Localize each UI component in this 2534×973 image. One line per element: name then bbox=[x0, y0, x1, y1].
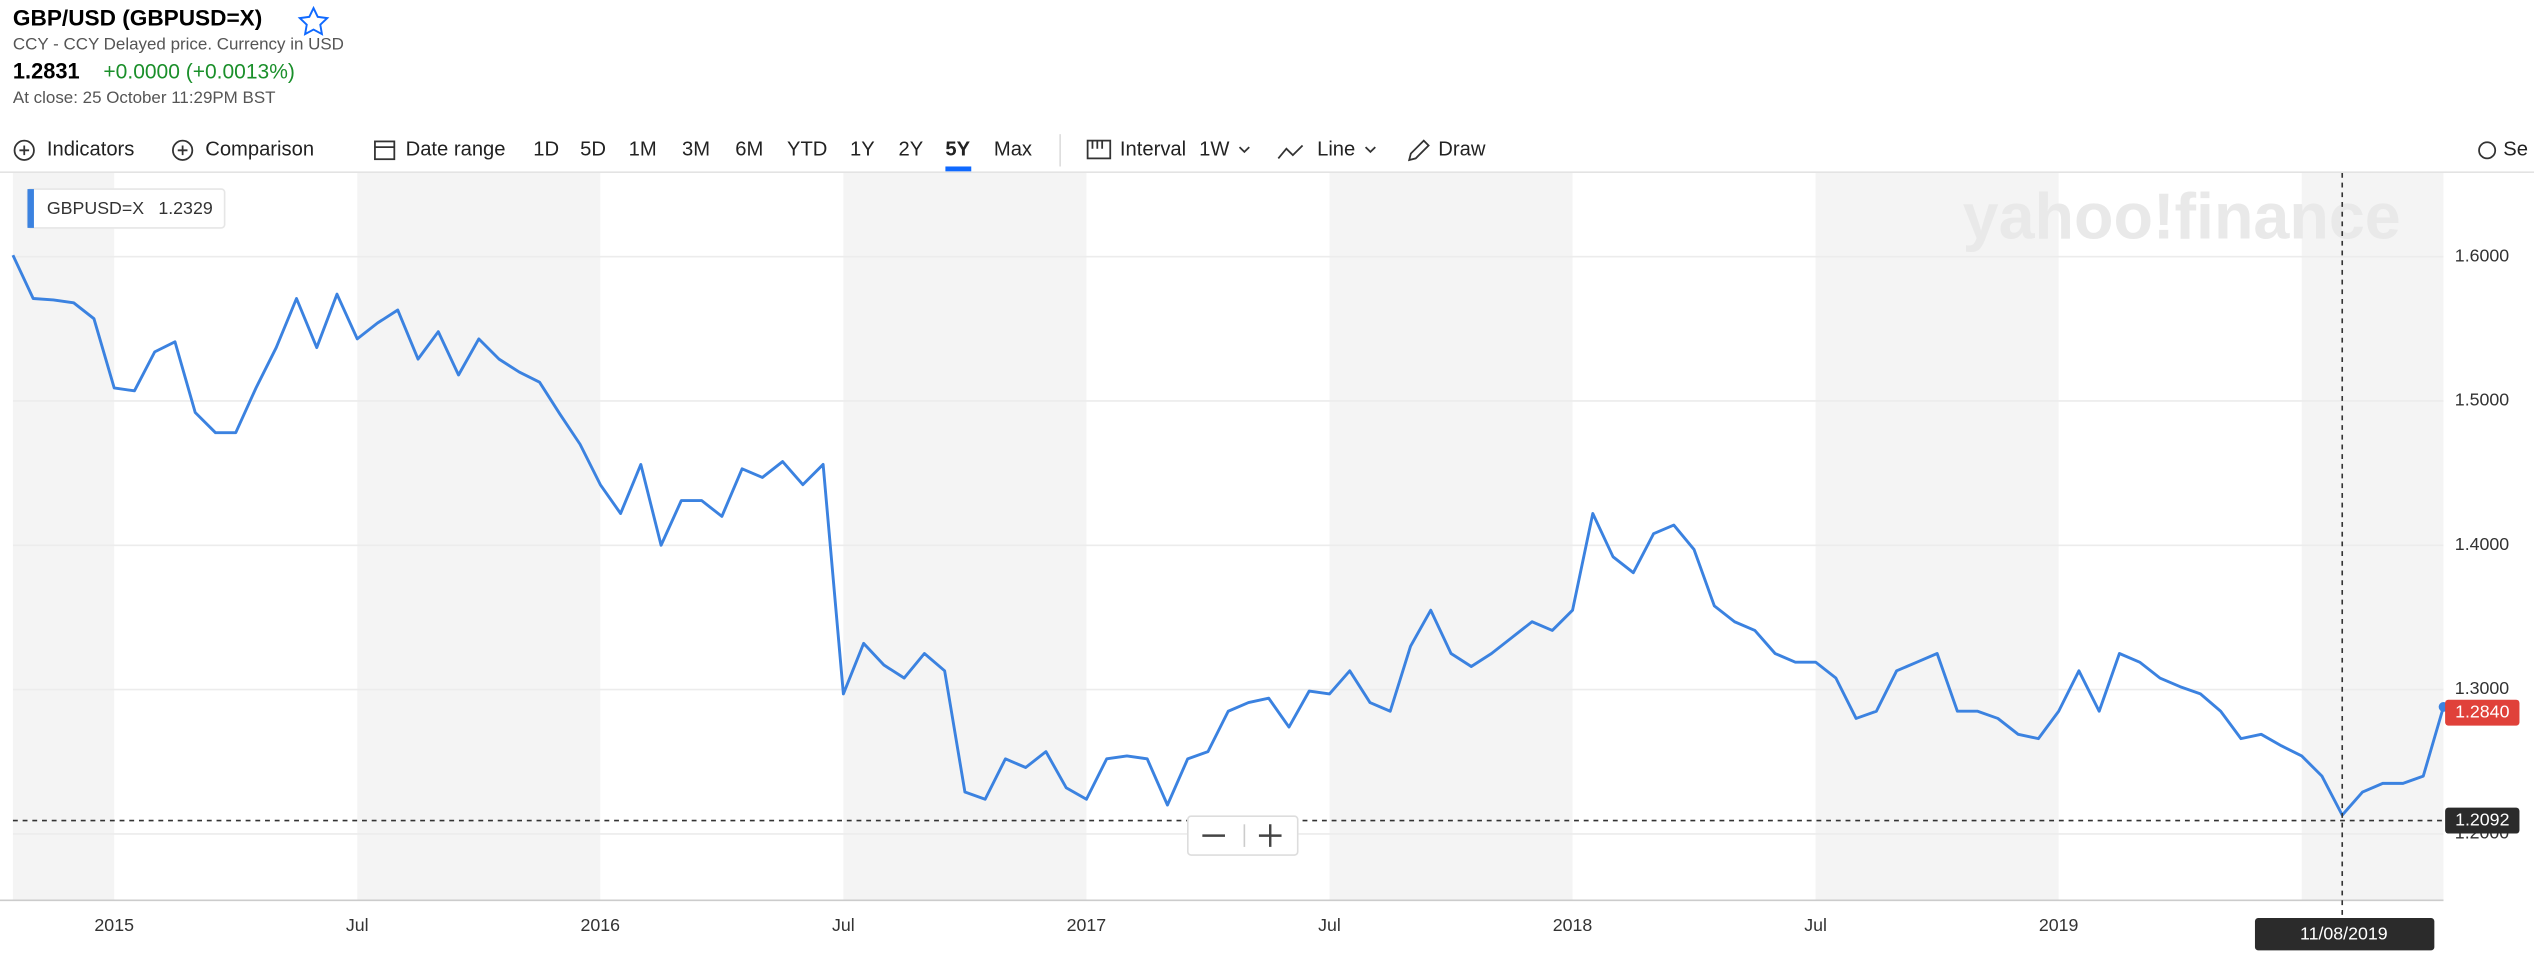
settings-icon bbox=[2478, 141, 2497, 160]
period-band bbox=[357, 172, 601, 901]
dropdown-caret bbox=[1238, 146, 1250, 154]
legend-swatch bbox=[27, 189, 34, 228]
close-note: At close: 25 October 11:29PM BST bbox=[13, 88, 276, 107]
zoom-control bbox=[1187, 815, 1299, 856]
x-tick-label: 2017 bbox=[1067, 915, 1107, 935]
watermark: yahoo!finance bbox=[1963, 180, 2401, 253]
range-button[interactable]: 5D bbox=[580, 139, 606, 161]
x-tick-label: Jul bbox=[832, 915, 855, 935]
interval-value[interactable]: 1W bbox=[1199, 139, 1229, 161]
y-tick-label: 1.6000 bbox=[2455, 245, 2509, 265]
range-button[interactable]: 2Y bbox=[899, 139, 924, 161]
interval-icon bbox=[1091, 140, 1104, 149]
range-button[interactable]: YTD bbox=[787, 139, 827, 161]
x-tick-label: 2015 bbox=[94, 915, 134, 935]
range-button[interactable]: 1D bbox=[533, 139, 559, 161]
indicators-icon bbox=[19, 145, 30, 156]
legend: GBPUSD=X 1.2329 bbox=[26, 188, 226, 229]
x-tick-label: 2018 bbox=[1553, 915, 1593, 935]
watchlist-star[interactable] bbox=[297, 5, 330, 36]
legend-label: GBPUSD=X bbox=[47, 198, 144, 218]
x-tick-label: 2019 bbox=[2039, 915, 2079, 935]
chart-style-button[interactable]: Line bbox=[1317, 139, 1355, 161]
draw-button[interactable]: Draw bbox=[1438, 139, 1486, 161]
line-icon bbox=[1277, 144, 1304, 159]
range-button[interactable]: Max bbox=[994, 139, 1032, 161]
zoom-in[interactable] bbox=[1258, 824, 1282, 847]
quote-change: +0.0000 (+0.0013%) bbox=[103, 60, 294, 83]
indicators-icon bbox=[13, 139, 35, 161]
quote-title: GBP/USD (GBPUSD=X) bbox=[13, 5, 262, 30]
comparison-icon bbox=[177, 145, 188, 156]
quote-price: 1.2831 bbox=[13, 58, 80, 83]
range-button[interactable]: 1Y bbox=[850, 139, 875, 161]
settings-button[interactable]: Se bbox=[2503, 139, 2528, 161]
y-tick-label: 1.3000 bbox=[2455, 678, 2509, 698]
x-tick-label: Jul bbox=[1318, 915, 1341, 935]
crosshair-value-box bbox=[2445, 807, 2520, 834]
quote-subtitle: CCY - CCY Delayed price. Currency in USD bbox=[13, 35, 344, 54]
period-band bbox=[12, 172, 115, 901]
x-tick-label: Jul bbox=[1804, 915, 1827, 935]
range-button[interactable]: 3M bbox=[682, 139, 710, 161]
y-tick-label: 1.4000 bbox=[2455, 534, 2509, 554]
range-button[interactable]: 1M bbox=[629, 139, 657, 161]
comparison-icon bbox=[172, 139, 194, 161]
draw-icon bbox=[1407, 139, 1430, 162]
period-band bbox=[1329, 172, 1573, 901]
y-tick-label: 1.5000 bbox=[2455, 390, 2509, 410]
date-range-button[interactable]: Date range bbox=[406, 139, 506, 161]
price-line bbox=[11, 254, 2445, 817]
period-band bbox=[843, 172, 1087, 901]
chart-background bbox=[12, 172, 2444, 901]
range-button[interactable]: 6M bbox=[735, 139, 763, 161]
x-tick-label: Jul bbox=[346, 915, 369, 935]
indicators-button[interactable]: Indicators bbox=[47, 139, 135, 161]
x-tick-label: 2016 bbox=[581, 915, 621, 935]
last-price-box bbox=[2445, 699, 2520, 726]
crosshair-date-box bbox=[2254, 918, 2435, 951]
crosshair-date-label: 11/08/2019 bbox=[2300, 924, 2388, 944]
last-price-label: 1.2840 bbox=[2455, 701, 2509, 721]
period-band bbox=[1815, 172, 2059, 901]
active-range-underline bbox=[945, 166, 972, 172]
comparison-button[interactable]: Comparison bbox=[205, 139, 314, 161]
toolbar: Indicators Comparison Date range 1D 5D 1… bbox=[0, 134, 2534, 173]
interval-icon bbox=[1086, 139, 1112, 160]
calendar-icon bbox=[374, 140, 396, 161]
interval-label[interactable]: Interval bbox=[1120, 139, 1186, 161]
period-band bbox=[2301, 172, 2444, 901]
dropdown-caret bbox=[1364, 146, 1376, 154]
range-button[interactable]: 5Y bbox=[945, 139, 970, 161]
crosshair-value-label: 1.2092 bbox=[2455, 809, 2509, 829]
legend-value: 1.2329 bbox=[158, 198, 212, 218]
